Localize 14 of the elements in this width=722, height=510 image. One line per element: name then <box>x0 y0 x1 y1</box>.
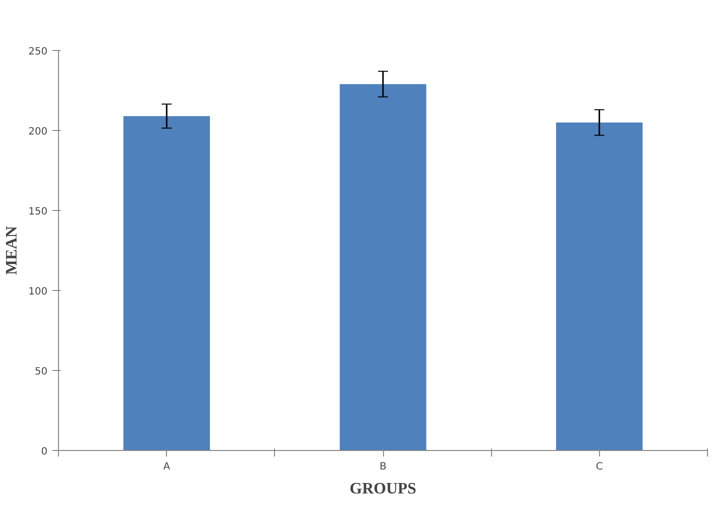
y-tick-label: 0 <box>41 446 48 458</box>
y-tick-label: 250 <box>28 46 48 58</box>
y-tick-label: 150 <box>28 206 48 218</box>
y-tick-label: 50 <box>34 366 48 378</box>
bar <box>123 116 210 450</box>
y-tick-label: 100 <box>28 286 48 298</box>
x-tick-label: C <box>596 462 603 472</box>
bar <box>556 122 643 450</box>
x-tick-label: B <box>380 462 387 472</box>
y-tick-label: 200 <box>28 126 48 138</box>
bar <box>340 84 426 450</box>
y-axis-title: MEAN <box>3 226 20 275</box>
x-axis-title: GROUPS <box>350 480 416 498</box>
x-tick-label: A <box>163 462 170 472</box>
